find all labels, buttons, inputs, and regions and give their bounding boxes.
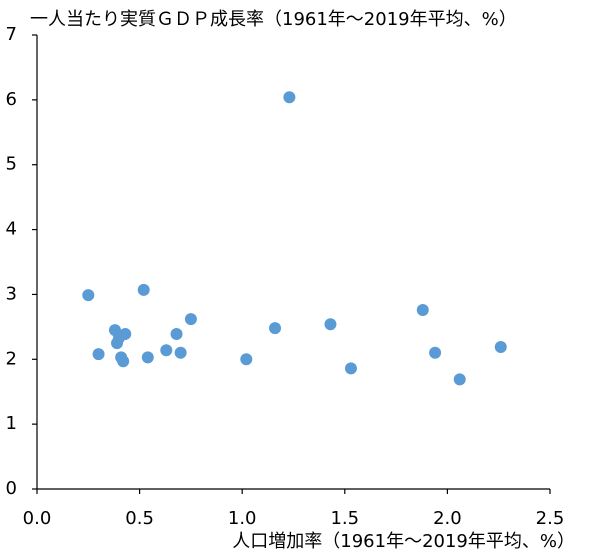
point [453,373,466,386]
y-tick-label: 2 [6,348,17,369]
point [184,313,197,326]
point [283,91,296,104]
x-tick-label: 1.5 [330,508,359,529]
x-axis-title: 人口増加率（1961年～2019年平均、%） [232,531,575,552]
chart-title: 一人当たり実質ＧＤＰ成長率（1961年～2019年平均、%） [30,9,517,30]
point [170,327,183,340]
point [174,346,187,359]
point [240,353,253,366]
point [117,355,130,368]
point [119,327,132,340]
x-tick-label: 0.5 [125,508,154,529]
y-tick-label: 5 [6,154,17,175]
y-tick-label: 6 [6,89,17,110]
point [324,318,337,331]
point [416,303,429,316]
point [160,344,173,357]
point [111,337,124,350]
point [82,289,95,302]
y-tick-label: 7 [6,24,17,45]
x-tick-label: 0.0 [23,508,52,529]
y-tick-label: 0 [6,478,17,499]
point [137,283,150,296]
point [141,351,154,364]
x-tick-label: 1.0 [228,508,257,529]
point [92,348,105,361]
point [494,340,507,353]
point [269,322,282,335]
point [429,346,442,359]
y-tick-label: 1 [6,413,17,434]
x-tick-label: 2.5 [536,508,565,529]
x-tick-label: 2.0 [433,508,462,529]
point [344,362,357,375]
y-tick-label: 4 [6,219,17,240]
y-tick-label: 3 [6,283,17,304]
